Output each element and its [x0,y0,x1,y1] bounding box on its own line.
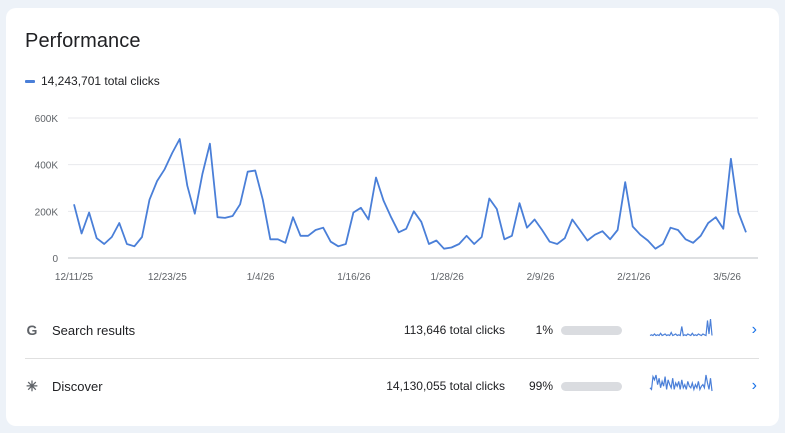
sparkline-path [649,374,713,392]
y-tick-label: 0 [52,254,58,265]
asterisk-icon: ✳ [26,377,38,394]
row-sparkline [649,374,713,392]
chevron-right-icon[interactable]: › [751,377,757,394]
google-g-icon: G [26,322,38,338]
sparkline-path [649,318,713,337]
row-percent: 1% [535,323,553,337]
x-tick-label: 1/28/26 [431,272,465,283]
row-search-results[interactable]: G Search results 113,646 total clicks 1%… [25,305,759,355]
row-label: Discover [52,378,103,394]
clicks-line-chart: 0 200K 400K 600K 12/11/25 12/23/25 1/4/26 1/16/… [35,114,758,283]
row-share-bar [561,381,622,391]
y-tick-label: 600K [35,114,59,125]
x-tick-label: 1/16/26 [337,272,371,283]
clicks-series-line [73,138,747,250]
card-title: Performance [25,30,141,52]
row-total-clicks: 113,646 total clicks [403,323,505,337]
row-percent: 99% [528,379,553,393]
x-tick-label: 12/11/25 [55,272,94,283]
row-share-bar [561,325,622,335]
legend-total-clicks[interactable]: 14,243,701 total clicks [25,74,160,88]
x-tick-label: 2/9/26 [527,272,555,283]
row-discover[interactable]: ✳ Discover 14,130,055 total clicks 99% › [25,361,759,411]
row-sparkline [649,318,713,337]
x-tick-label: 3/5/26 [713,272,741,283]
row-label: Search results [52,322,136,338]
y-tick-label: 200K [35,207,59,218]
performance-card: Performance 14,243,701 total clicks 0 200… [6,8,779,426]
chevron-right-icon[interactable]: › [751,321,757,338]
legend-swatch [25,79,35,83]
row-total-clicks: 14,130,055 total clicks [386,379,505,393]
row-divider [25,358,759,359]
x-tick-label: 1/4/26 [247,272,275,283]
y-tick-label: 400K [35,161,59,172]
x-tick-label: 12/23/25 [148,272,187,283]
x-tick-label: 2/21/26 [617,272,651,283]
legend-label: 14,243,701 total clicks [41,74,160,88]
